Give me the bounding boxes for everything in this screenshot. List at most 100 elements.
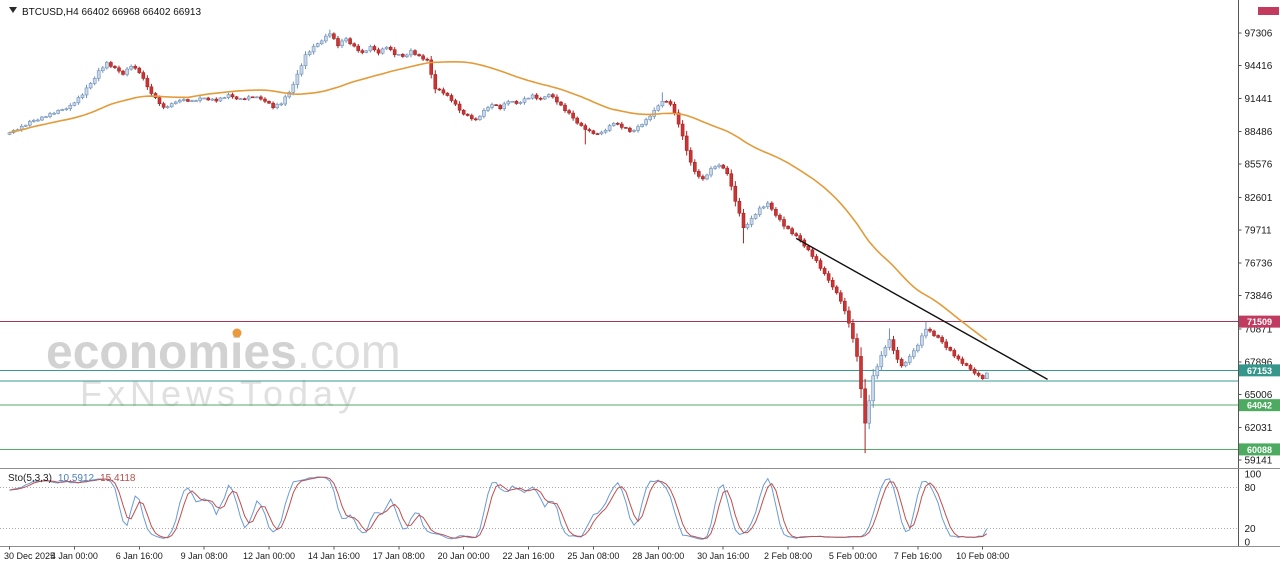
candle-body[interactable] [514, 101, 519, 104]
candle-body[interactable] [745, 224, 750, 229]
candle-body[interactable] [109, 62, 113, 67]
candle-body[interactable] [226, 94, 231, 98]
candle-body[interactable] [473, 118, 478, 121]
candle-body[interactable] [437, 88, 442, 91]
candle-body[interactable] [425, 58, 430, 61]
candle-body[interactable] [794, 233, 799, 236]
candle-body[interactable] [895, 350, 900, 360]
candle-body[interactable] [311, 46, 316, 53]
candle-body[interactable] [417, 54, 421, 57]
candle-body[interactable] [48, 113, 52, 117]
candle-body[interactable] [182, 99, 186, 101]
candle-body[interactable] [899, 359, 904, 367]
candle-body[interactable] [664, 101, 669, 103]
candle-body[interactable] [157, 97, 162, 104]
candle-body[interactable] [486, 107, 490, 111]
candle-body[interactable] [161, 103, 166, 108]
candle-body[interactable] [749, 218, 754, 225]
symbol-dropdown-icon[interactable] [9, 7, 17, 13]
candle-body[interactable] [372, 46, 377, 51]
candle-body[interactable] [867, 400, 872, 424]
candle-body[interactable] [968, 365, 973, 370]
candle-body[interactable] [429, 59, 434, 75]
candle-body[interactable] [814, 256, 819, 261]
candle-body[interactable] [911, 350, 916, 357]
candle-body[interactable] [891, 339, 896, 351]
candle-body[interactable] [830, 279, 835, 288]
candle-body[interactable] [60, 109, 65, 111]
candle-body[interactable] [733, 185, 738, 202]
candle-body[interactable] [903, 362, 908, 367]
candle-body[interactable] [964, 363, 969, 366]
candle-body[interactable] [834, 286, 839, 294]
candle-body[interactable] [684, 135, 689, 151]
candle-body[interactable] [668, 101, 673, 105]
candle-body[interactable] [263, 98, 267, 102]
candle-body[interactable] [384, 46, 389, 50]
candle-body[interactable] [806, 245, 811, 251]
candle-body[interactable] [644, 119, 648, 125]
candle-body[interactable] [851, 322, 855, 339]
candle-body[interactable] [68, 105, 73, 110]
candle-body[interactable] [652, 110, 657, 117]
candle-body[interactable] [948, 347, 953, 351]
candle-body[interactable] [376, 49, 381, 54]
candle-body[interactable] [680, 123, 685, 137]
candle-body[interactable] [141, 72, 146, 79]
candle-body[interactable] [368, 46, 373, 52]
candle-body[interactable] [344, 38, 348, 42]
candle-body[interactable] [648, 115, 653, 120]
candle-body[interactable] [222, 97, 227, 99]
candle-body[interactable] [696, 171, 701, 177]
candle-body[interactable] [567, 110, 571, 114]
candle-body[interactable] [859, 356, 863, 390]
candle-body[interactable] [559, 101, 563, 106]
candle-body[interactable] [656, 105, 661, 111]
candle-body[interactable] [603, 130, 608, 133]
candle-body[interactable] [542, 96, 547, 100]
candle-body[interactable] [875, 366, 880, 377]
candle-body[interactable] [940, 337, 944, 343]
candle-body[interactable] [465, 113, 470, 116]
candle-body[interactable] [36, 119, 40, 122]
candle-body[interactable] [611, 123, 616, 126]
candle-body[interactable] [76, 97, 81, 104]
candle-body[interactable] [571, 112, 575, 119]
candle-body[interactable] [984, 372, 989, 379]
candle-body[interactable] [624, 127, 628, 129]
candle-body[interactable] [518, 102, 523, 104]
candle-body[interactable] [421, 55, 425, 60]
candle-body[interactable] [202, 97, 206, 100]
candle-body[interactable] [445, 92, 450, 96]
candle-body[interactable] [960, 358, 965, 364]
candle-body[interactable] [538, 98, 543, 100]
candle-body[interactable] [976, 372, 981, 376]
candle-body[interactable] [761, 206, 766, 209]
candle-body[interactable] [956, 355, 961, 360]
candle-body[interactable] [80, 94, 85, 98]
candle-body[interactable] [701, 176, 705, 180]
candle-body[interactable] [360, 50, 365, 53]
candle-body[interactable] [688, 150, 693, 163]
candle-body[interactable] [92, 78, 97, 84]
candle-body[interactable] [907, 356, 912, 363]
candle-body[interactable] [238, 98, 243, 100]
candle-body[interactable] [469, 115, 474, 120]
candle-body[interactable] [178, 99, 182, 103]
candle-body[interactable] [52, 112, 56, 115]
candle-body[interactable] [319, 40, 324, 45]
candle-body[interactable] [640, 124, 644, 127]
candle-body[interactable] [72, 102, 77, 106]
candle-body[interactable] [676, 112, 681, 125]
candle-body[interactable] [400, 53, 405, 57]
candle-body[interactable] [461, 110, 466, 115]
candle-body[interactable] [413, 50, 417, 55]
candle-body[interactable] [782, 219, 786, 227]
candle-body[interactable] [291, 84, 296, 93]
candle-body[interactable] [619, 123, 624, 128]
candle-body[interactable] [692, 162, 697, 172]
stochastic-signal-line[interactable] [9, 476, 988, 540]
candle-body[interactable] [242, 98, 247, 100]
candle-body[interactable] [198, 97, 202, 101]
candle-body[interactable] [356, 45, 361, 51]
